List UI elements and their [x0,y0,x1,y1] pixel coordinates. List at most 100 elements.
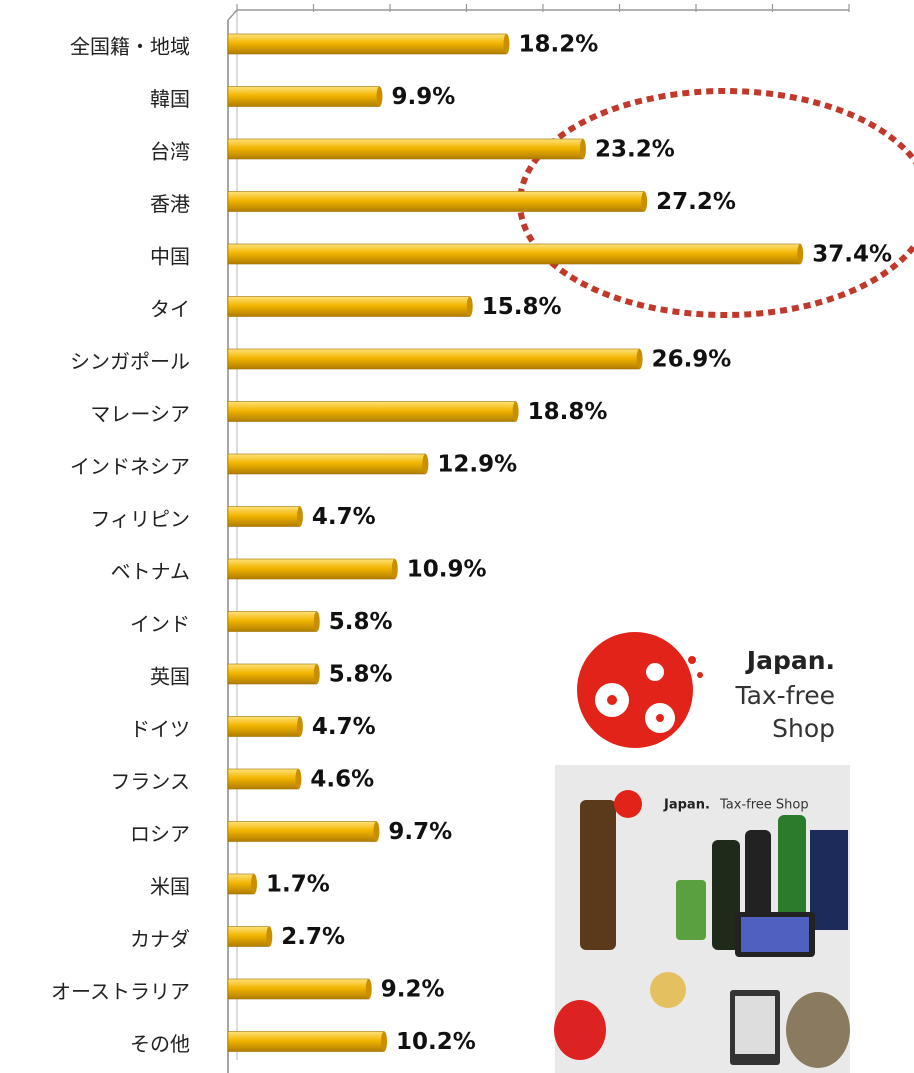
bar-cap [251,874,258,894]
value-label: 1.7% [266,872,330,898]
bar-cap [641,191,648,212]
logo-dot [697,672,703,678]
bar-cap [365,979,372,999]
tea-can [676,880,706,940]
daruma [554,1000,606,1060]
bar-cap [422,454,429,474]
bar-cap [295,769,302,789]
logo-circle [577,632,693,748]
bar [227,453,426,475]
value-label: 10.2% [396,1029,476,1055]
photo-logo-brand: Japan. [663,798,710,813]
value-label: 37.4% [812,242,892,268]
bar-cap [313,611,320,632]
category-label: フィリピン [90,507,190,531]
tablet-screen [741,917,809,952]
product-photo: Japan. Tax-free Shop [554,765,850,1073]
logo-text: Shop [772,714,835,743]
category-label: ロシア [130,822,190,846]
value-label: 26.9% [652,347,732,373]
bar [227,873,255,895]
category-label: インドネシア [70,455,190,479]
bar-cap [503,34,510,54]
bar [227,401,516,422]
category-label: 米国 [150,875,190,899]
bar [227,506,301,527]
value-label: 2.7% [281,924,345,950]
category-label: カナダ [130,927,190,951]
value-label: 10.9% [407,557,487,583]
bar-cap [373,821,380,842]
photo-logo-text: Tax-free Shop [719,798,809,813]
bar-cap [296,716,303,737]
category-label: フランス [110,770,190,794]
bar-cap [313,664,320,684]
bar-cap [381,1031,388,1052]
wallet [786,992,850,1068]
value-label: 15.8% [482,294,562,320]
box [810,830,848,930]
category-label: 英国 [150,665,190,689]
logo-flower-center [656,714,664,722]
bar-cap [579,139,586,159]
logo-flower [646,663,664,681]
bar [227,296,471,317]
category-label: オーストラリア [51,980,190,1004]
category-label: ベトナム [111,560,190,584]
bar [227,243,801,265]
bar [227,33,507,55]
category-label: 香港 [150,192,190,216]
bar-cap [512,401,519,422]
logo-dot [688,656,696,664]
category-label: その他 [130,1032,190,1056]
category-label: 全国籍・地域 [70,35,190,59]
category-label: インド [130,612,190,636]
value-label: 23.2% [595,137,675,163]
value-label: 4.7% [312,714,376,740]
category-label: マレーシア [90,402,190,426]
bar-cap [466,296,473,317]
bar [227,611,318,632]
ereader-screen [735,996,775,1054]
bar [227,1031,385,1052]
bar [227,86,380,107]
bar-cap [266,926,273,947]
bar [227,348,640,370]
bar-cap [636,349,643,369]
category-label: ドイツ [130,717,190,741]
bar [227,768,299,790]
bar [227,558,396,580]
value-label: 9.2% [381,977,445,1003]
logo-text: Tax-free [734,681,835,710]
logo-flower-center [607,695,617,705]
logo-text: Japan. [745,646,835,675]
bar [227,716,301,737]
category-label: 韓国 [150,87,190,111]
bar [227,663,318,685]
photo-logo-circle [614,790,642,818]
bar-cap [797,244,804,264]
bar-cap [376,86,383,107]
axis-corner [227,9,238,21]
bar [227,978,370,1000]
value-label: 5.8% [329,609,393,635]
value-label: 18.2% [518,32,598,58]
value-label: 4.7% [312,504,376,530]
bar [227,821,377,842]
snacks [650,972,686,1008]
bottle [580,800,616,950]
category-label: 台湾 [150,140,190,164]
category-label: 中国 [150,245,190,269]
value-label: 12.9% [437,452,517,478]
value-label: 9.7% [388,819,452,845]
bar [227,926,270,947]
bar [227,138,584,160]
value-label: 5.8% [329,662,393,688]
bar [227,191,645,212]
value-label: 27.2% [656,189,736,215]
bar-cap [296,506,303,527]
value-label: 4.6% [310,767,374,793]
bottle [712,840,740,950]
value-label: 18.8% [528,399,608,425]
